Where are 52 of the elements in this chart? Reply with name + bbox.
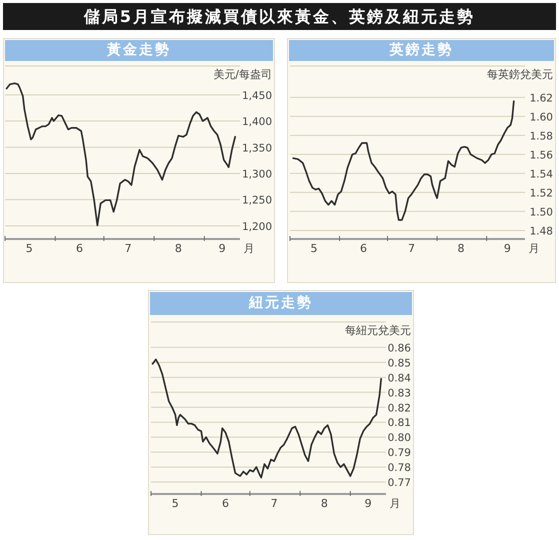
chart-title: 英鎊走勢 xyxy=(289,40,554,61)
y-tick-label: 0.83 xyxy=(388,387,411,400)
y-tick-label: 0.86 xyxy=(388,342,412,354)
y-tick-label: 0.79 xyxy=(388,447,411,460)
x-tick-label: 9 xyxy=(218,242,226,255)
y-tick-label: 0.78 xyxy=(388,462,411,474)
x-tick-label: 5 xyxy=(310,242,318,255)
y-axis-title: 每英鎊兌美元 xyxy=(487,68,553,81)
y-tick-label: 0.85 xyxy=(388,357,411,370)
y-tick-label: 1.58 xyxy=(530,130,553,142)
x-tick-label: 8 xyxy=(320,497,328,510)
y-tick-label: 1,450 xyxy=(242,90,272,102)
y-tick-label: 1,400 xyxy=(242,116,272,128)
chart-title: 黃金走勢 xyxy=(5,40,273,61)
y-tick-label: 1.60 xyxy=(530,111,553,124)
line-series xyxy=(152,358,382,478)
x-axis-title: 月 xyxy=(390,497,400,510)
y-tick-label: 1.62 xyxy=(530,92,553,104)
x-tick-label: 6 xyxy=(76,242,84,255)
x-tick-label: 7 xyxy=(408,242,415,255)
x-tick-label: 5 xyxy=(172,497,179,510)
y-tick-label: 1,350 xyxy=(242,142,272,154)
x-tick-label: 6 xyxy=(222,497,230,510)
x-tick-label: 5 xyxy=(26,242,33,255)
y-axis-title: 每紐元兌美元 xyxy=(345,324,411,337)
x-tick-label: 9 xyxy=(364,497,372,510)
y-tick-label: 1.50 xyxy=(530,206,553,218)
x-tick-label: 9 xyxy=(504,242,511,255)
line-series xyxy=(6,82,236,226)
x-axis-title: 月 xyxy=(528,242,540,255)
x-tick-label: 8 xyxy=(458,242,465,255)
text: 儲局5月宣布擬減買債以來黃金、英鎊及紐元走勢 xyxy=(84,7,476,26)
y-tick-label: 0.81 xyxy=(388,417,411,430)
y-tick-label: 1,200 xyxy=(242,220,272,233)
y-tick-label: 1,300 xyxy=(242,168,272,180)
y-tick-label: 0.82 xyxy=(388,402,411,414)
y-tick-label: 0.84 xyxy=(388,372,412,384)
x-axis-title: 月 xyxy=(244,242,254,255)
x-tick-label: 7 xyxy=(270,497,278,510)
line-series xyxy=(292,100,515,221)
x-tick-label: 8 xyxy=(174,242,182,255)
y-tick-label: 1.52 xyxy=(530,187,553,200)
y-axis-title: 美元/每盎司 xyxy=(213,68,272,81)
y-tick-label: 0.80 xyxy=(388,432,411,444)
y-tick-label: 1.56 xyxy=(530,149,554,162)
y-tick-label: 1.54 xyxy=(530,168,554,180)
x-tick-label: 6 xyxy=(360,242,368,255)
y-tick-label: 1,250 xyxy=(242,194,272,207)
y-tick-label: 1.48 xyxy=(530,225,553,238)
y-tick-label: 0.77 xyxy=(388,477,411,490)
x-tick-label: 7 xyxy=(124,242,132,255)
chart-title: 紐元走勢 xyxy=(150,292,412,315)
